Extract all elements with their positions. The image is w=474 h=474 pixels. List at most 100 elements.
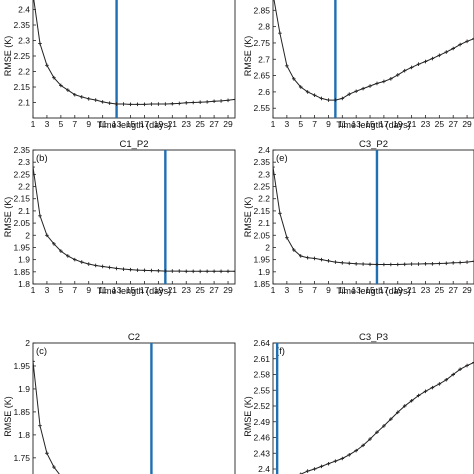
y-tick-label: 2.52 — [253, 401, 270, 411]
data-point — [465, 39, 469, 44]
y-tick-label: 1.95 — [253, 255, 270, 265]
data-point — [72, 92, 77, 97]
x-tick-label: 23 — [182, 285, 192, 295]
y-tick-label: 2.25 — [13, 169, 30, 179]
data-point — [156, 102, 161, 106]
x-tick-label: 27 — [209, 285, 219, 295]
data-point — [107, 101, 112, 105]
chart-title: C1_P2 — [119, 139, 148, 150]
y-tick-label: 2.85 — [253, 5, 270, 15]
data-point — [72, 257, 77, 262]
x-tick-label: 13 — [351, 285, 361, 295]
x-tick-label: 5 — [298, 119, 303, 129]
panel-label: (c) — [36, 346, 47, 357]
data-point — [170, 269, 175, 273]
data-point — [395, 73, 400, 77]
data-point — [170, 101, 175, 106]
data-point — [121, 267, 126, 271]
data-point — [93, 98, 98, 102]
data-point — [312, 93, 317, 97]
x-tick-label: 21 — [407, 285, 417, 295]
x-axis-label: Time length (days) — [97, 120, 171, 130]
y-tick-label: 2 — [265, 242, 270, 252]
data-point — [226, 98, 230, 103]
data-point — [402, 404, 407, 408]
x-tick-label: 1 — [271, 119, 276, 129]
y-tick-label: 2.05 — [13, 218, 30, 228]
data-point — [135, 102, 140, 107]
x-tick-label: 23 — [421, 285, 431, 295]
data-point — [472, 36, 474, 41]
x-tick-label: 13 — [351, 119, 361, 129]
data-point — [326, 98, 331, 102]
data-point — [444, 377, 449, 382]
data-point — [319, 464, 324, 469]
y-tick-label: 2.1 — [258, 218, 270, 228]
chart-title: C2 — [128, 332, 140, 343]
x-axis-label: Time length (days) — [336, 120, 410, 130]
data-point — [177, 269, 182, 273]
data-point — [389, 77, 393, 81]
y-tick-label: 1.9 — [18, 384, 30, 394]
y-tick-label: 1.75 — [13, 453, 30, 463]
data-point — [142, 102, 147, 107]
x-tick-label: 15 — [126, 285, 136, 295]
y-tick-label: 2.58 — [253, 370, 270, 380]
x-tick-label: 3 — [45, 285, 50, 295]
y-tick-label: 1.85 — [13, 407, 30, 417]
data-point — [340, 96, 345, 101]
data-point — [59, 249, 63, 253]
data-point — [361, 443, 365, 448]
y-tick-label: 2.75 — [253, 38, 270, 48]
plot-frame — [32, 342, 236, 474]
x-tick-label: 17 — [140, 285, 150, 295]
data-point — [430, 385, 435, 390]
plot-content — [273, 150, 474, 284]
data-point — [340, 261, 345, 265]
chart-panel-2: 2.552.62.652.72.752.82.851 3 5 7 9 11 13 15 17 19… — [243, 0, 474, 130]
data-point — [465, 363, 469, 368]
data-point — [114, 266, 119, 271]
y-axis-label: RMSE (K) — [3, 396, 13, 437]
y-tick-label: 2.35 — [13, 145, 30, 155]
data-point — [298, 472, 303, 474]
data-point — [128, 102, 133, 107]
x-tick-label: 5 — [58, 119, 63, 129]
x-tick-label: 7 — [312, 285, 317, 295]
data-point — [361, 262, 365, 266]
x-tick-label: 1 — [31, 119, 36, 129]
data-point — [312, 256, 317, 261]
data-point — [45, 233, 49, 238]
y-tick-label: 2.6 — [258, 87, 270, 97]
x-tick-label: 15 — [365, 285, 375, 295]
data-point — [375, 81, 379, 86]
data-point — [430, 261, 435, 266]
x-tick-label: 25 — [435, 285, 445, 295]
data-point — [305, 255, 310, 260]
data-point — [45, 63, 49, 68]
y-tick-label: 2.25 — [13, 51, 30, 61]
data-point — [416, 393, 421, 398]
data-point — [298, 254, 303, 258]
data-point — [333, 459, 338, 463]
y-tick-label: 2.2 — [18, 182, 30, 192]
data-point — [135, 268, 140, 272]
data-point — [79, 95, 84, 99]
y-tick-label: 2.3 — [18, 157, 30, 167]
y-tick-label: 2.3 — [18, 36, 30, 46]
data-point — [86, 96, 91, 101]
plot-content — [33, 343, 153, 474]
data-point — [375, 430, 379, 435]
y-tick-label: 2.43 — [253, 448, 270, 458]
series-line — [273, 0, 474, 101]
plot-content — [275, 343, 474, 474]
y-tick-label: 2.49 — [253, 417, 270, 427]
x-tick-label: 11 — [338, 119, 347, 129]
data-point — [347, 92, 352, 96]
data-point — [298, 85, 303, 89]
plot-frame — [272, 342, 474, 474]
chart-panel-6: 2.4 2.43 2.46 2.49 2.52 2.55 2.58 2.61 2.64 RMSE … — [243, 332, 474, 474]
data-point — [368, 84, 372, 88]
x-tick-label: 3 — [284, 119, 289, 129]
